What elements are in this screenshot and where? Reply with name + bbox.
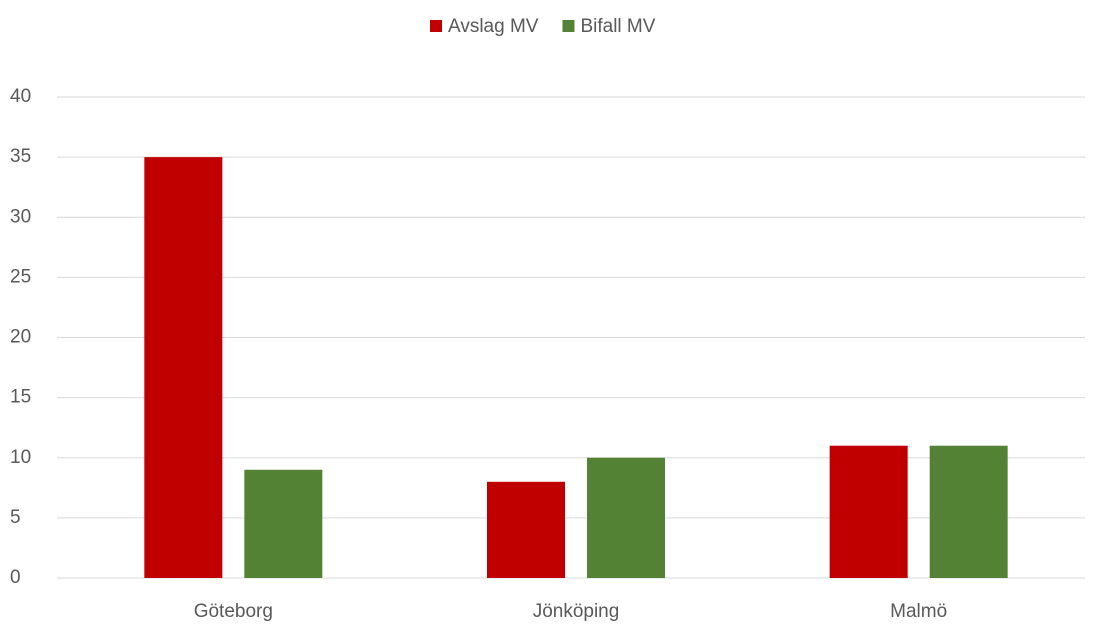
x-tick-label: Malmö [890,601,947,622]
y-tick-label: 10 [10,447,31,468]
bar [929,445,1008,578]
y-tick-label: 20 [10,327,31,348]
y-tick-label: 5 [10,507,21,528]
x-tick-label: Göteborg [194,601,273,622]
y-tick-label: 15 [10,387,31,408]
bar [487,481,565,578]
legend-swatch [562,20,575,32]
y-tick-label: 0 [10,567,21,588]
y-tick-label: 30 [10,206,31,227]
bar [587,457,665,578]
y-tick-label: 25 [10,266,31,287]
y-tick-label: 40 [10,86,31,107]
y-tick-label: 35 [10,146,31,167]
legend-label: Bifall MV [580,16,655,37]
legend-swatch [430,20,442,32]
bar [244,469,323,578]
bar [829,445,908,578]
x-tick-label: Jönköping [533,601,620,622]
legend-label: Avslag MV [448,16,539,37]
bar [144,157,223,578]
